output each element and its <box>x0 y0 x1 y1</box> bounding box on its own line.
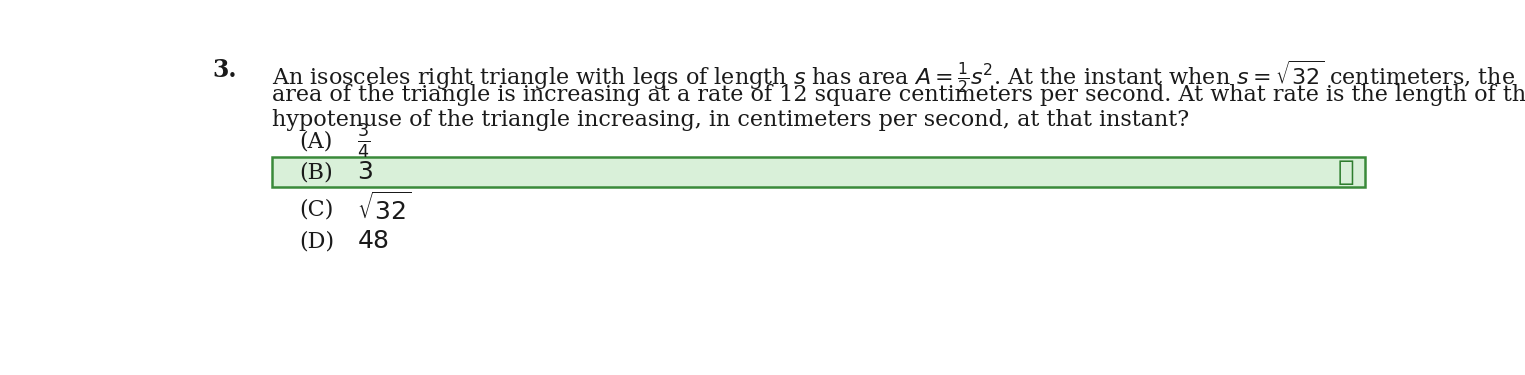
Text: (A): (A) <box>299 130 332 152</box>
Text: $\frac{3}{4}$: $\frac{3}{4}$ <box>357 122 371 160</box>
Text: $\sqrt{32}$: $\sqrt{32}$ <box>357 193 412 225</box>
Text: An isosceles right triangle with legs of length $s$ has area $A = \frac{1}{2}s^2: An isosceles right triangle with legs of… <box>271 58 1514 95</box>
FancyBboxPatch shape <box>271 157 1365 188</box>
Text: $3$: $3$ <box>357 160 374 183</box>
Text: (C): (C) <box>299 198 334 220</box>
Text: $48$: $48$ <box>357 230 389 253</box>
Text: (B): (B) <box>299 161 332 183</box>
Text: hypotenuse of the triangle increasing, in centimeters per second, at that instan: hypotenuse of the triangle increasing, i… <box>271 109 1190 131</box>
Text: (D): (D) <box>299 230 334 252</box>
Text: 3.: 3. <box>212 58 236 82</box>
Text: area of the triangle is increasing at a rate of 12 square centimeters per second: area of the triangle is increasing at a … <box>271 84 1525 105</box>
Text: ✓: ✓ <box>1337 159 1354 186</box>
